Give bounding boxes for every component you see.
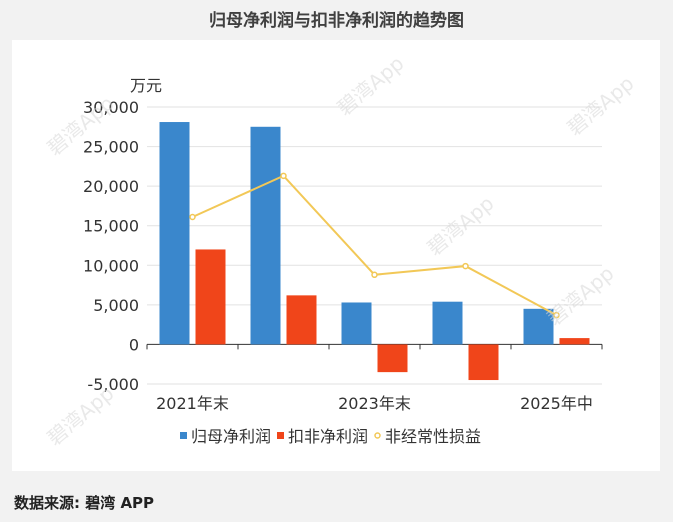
x-tick-label: 2025年中: [520, 394, 593, 413]
legend-label: 非经常性损益: [385, 427, 481, 446]
y-tick-label: 15,000: [83, 217, 139, 236]
y-axis-unit-label: 万元: [130, 76, 162, 95]
y-tick-label: 25,000: [83, 138, 139, 157]
y-tick-label: 10,000: [83, 256, 139, 275]
y-tick-label: 30,000: [83, 98, 139, 117]
y-tick-label: 0: [129, 335, 139, 354]
point-non-recurring-gains: [280, 172, 287, 180]
chart-panel: -5,000 0 5,000 10,000 15,000 20,000 25,000 30,0…: [12, 40, 660, 471]
y-tick-label: 5,000: [93, 296, 139, 315]
bar-parent-net-profit: [250, 126, 281, 345]
point-non-recurring-gains: [462, 262, 469, 270]
point-non-recurring-gains: [371, 271, 378, 279]
y-tick-label: -5,000: [87, 375, 139, 394]
x-tick-label: 2023年末: [338, 394, 411, 413]
point-non-recurring-gains: [189, 213, 196, 221]
y-tick-label: 20,000: [83, 177, 139, 196]
bar-deducted-net-profit: [377, 344, 408, 373]
legend-marker: [374, 432, 381, 439]
data-source-note: 数据来源: 碧湾 APP: [14, 494, 155, 512]
chart-svg: -5,000 0 5,000 10,000 15,000 20,000 25,000 30,0…: [83, 76, 603, 446]
bar-deducted-net-profit: [286, 295, 317, 345]
legend-label: 扣非净利润: [288, 427, 368, 446]
chart-title: 归母净利润与扣非净利润的趋势图: [209, 11, 464, 31]
bar-deducted-net-profit: [195, 249, 226, 345]
x-tick-label: 2021年末: [156, 394, 229, 413]
bar-parent-net-profit: [159, 122, 190, 345]
bar-deducted-net-profit: [468, 344, 499, 381]
bar-deducted-net-profit: [559, 338, 590, 345]
legend-label: 归母净利润: [191, 427, 271, 446]
bar-parent-net-profit: [432, 301, 463, 345]
line-non-recurring-gains: [192, 174, 557, 317]
bar-parent-net-profit: [523, 308, 554, 345]
legend-marker: [180, 432, 187, 439]
legend-marker: [277, 432, 284, 439]
bar-parent-net-profit: [341, 302, 372, 345]
point-non-recurring-gains: [553, 311, 560, 319]
